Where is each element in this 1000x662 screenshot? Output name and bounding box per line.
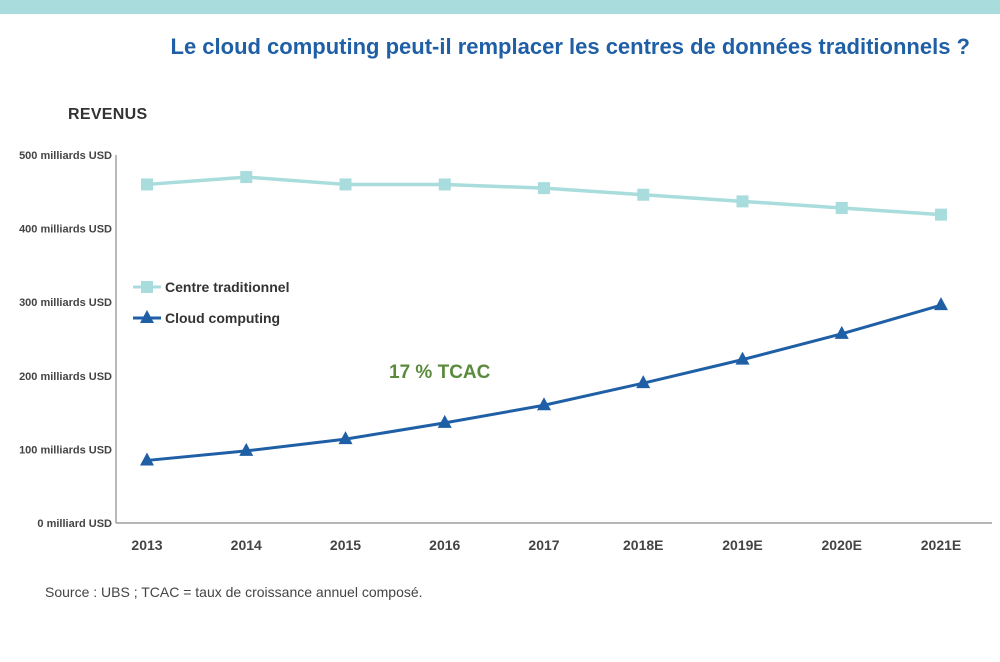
point-traditional-2019E	[736, 195, 749, 208]
top-color-band	[0, 0, 1000, 14]
point-traditional-2018E	[637, 188, 650, 201]
chart-title: Le cloud computing peut-il remplacer les…	[170, 34, 971, 59]
series-layer	[140, 171, 948, 466]
point-traditional-2013	[141, 178, 153, 191]
x-tick-label: 2019E	[722, 537, 762, 553]
y-tick-label: 500 milliards USD	[19, 150, 112, 162]
x-tick-labels: 2013 2014 2015 2016 2017 2018E 2019E 2020E 2021E	[131, 537, 961, 553]
point-cloud-2018E	[636, 375, 651, 389]
x-tick-label: 2020E	[822, 537, 862, 553]
point-traditional-2021E	[935, 208, 947, 221]
y-tick-label: 100 milliards USD	[19, 444, 112, 456]
point-traditional-2016	[438, 178, 451, 191]
x-tick-label: 2017	[528, 537, 559, 553]
point-traditional-2020E	[835, 201, 848, 214]
legend-marker-square	[141, 281, 153, 293]
y-tick-label: 200 milliards USD	[19, 371, 112, 383]
point-cloud-2021E	[934, 297, 948, 311]
y-tick-label: 0 milliard USD	[37, 518, 112, 530]
y-tick-label: 400 milliards USD	[19, 224, 112, 236]
y-axis-title: REVENUS	[68, 106, 148, 123]
point-traditional-2014	[240, 171, 253, 184]
x-tick-label: 2014	[231, 537, 262, 553]
point-cloud-2013	[140, 452, 154, 466]
series-line-cloud	[146, 303, 942, 462]
y-tick-labels: 0 milliard USD 100 milliards USD 200 milli…	[19, 150, 112, 530]
y-tick-label: 300 milliards USD	[19, 297, 112, 309]
x-tick-label: 2016	[429, 537, 460, 553]
legend: Centre traditionnel Cloud computing	[133, 279, 289, 326]
annotation-cagr: 17 % TCAC	[389, 362, 491, 383]
point-traditional-2017	[538, 182, 550, 195]
point-traditional-2015	[339, 178, 352, 191]
point-cloud-2020E	[834, 325, 849, 339]
point-cloud-2014	[239, 442, 254, 456]
annotations: 17 % TCAC	[389, 362, 491, 383]
legend-marker-triangle	[140, 310, 154, 323]
x-tick-label: 2013	[131, 537, 162, 553]
legend-label: Centre traditionnel	[165, 279, 289, 295]
legend-label: Cloud computing	[165, 310, 280, 326]
source-note: Source : UBS ; TCAC = taux de croissance…	[45, 584, 423, 600]
point-cloud-2015	[338, 431, 353, 445]
x-tick-label: 2018E	[623, 537, 663, 553]
point-cloud-2019E	[735, 351, 750, 365]
x-tick-label: 2021E	[921, 537, 961, 553]
x-tick-label: 2015	[330, 537, 361, 553]
point-cloud-2016	[437, 414, 452, 428]
point-cloud-2017	[537, 397, 551, 411]
